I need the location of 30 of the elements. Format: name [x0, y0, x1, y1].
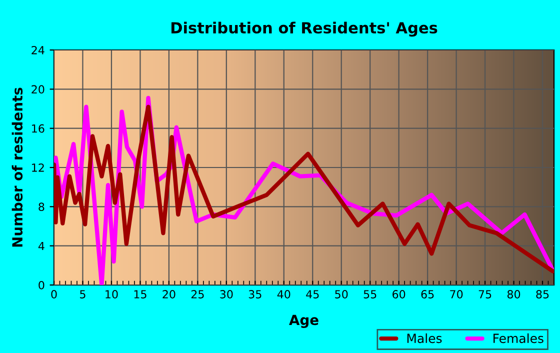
x-tick-label: 55 — [364, 290, 376, 298]
x-tick-label: 40 — [277, 290, 290, 298]
x-tick-label: 70 — [450, 290, 463, 298]
x-tick-label: 50 — [335, 290, 348, 298]
x-tick-label: 10 — [106, 290, 118, 298]
y-axis-title: Number of residents — [12, 88, 23, 247]
y-tick-label: 0 — [38, 280, 44, 290]
y-tick-label: 12 — [32, 163, 44, 172]
legend-label: Males — [407, 333, 442, 344]
x-tick-label: 20 — [162, 290, 176, 298]
x-tick-label: 0 — [51, 290, 57, 298]
x-tick-label: 45 — [306, 290, 319, 298]
y-tick-label: 16 — [32, 124, 44, 133]
x-tick-label: 65 — [421, 290, 434, 298]
x-tick-label: 5 — [80, 290, 86, 298]
y-tick-label: 24 — [32, 46, 44, 54]
x-tick-label: 15 — [134, 290, 146, 298]
x-tick-label: 75 — [478, 290, 492, 298]
x-tick-label: 35 — [248, 290, 262, 298]
x-tick-label: 85 — [536, 290, 549, 298]
chart-title: Distribution of Residents' Ages — [171, 22, 438, 37]
x-axis-title: Age — [289, 314, 318, 328]
x-tick-label: 25 — [191, 290, 204, 298]
y-tick-label: 8 — [38, 202, 44, 212]
x-tick-label: 60 — [392, 290, 406, 298]
y-tick-label: 4 — [38, 242, 44, 250]
y-tick-label: 20 — [32, 85, 44, 94]
x-tick-label: 80 — [507, 290, 520, 298]
x-tick-label: 30 — [220, 290, 233, 298]
legend-label: Females — [494, 333, 544, 344]
